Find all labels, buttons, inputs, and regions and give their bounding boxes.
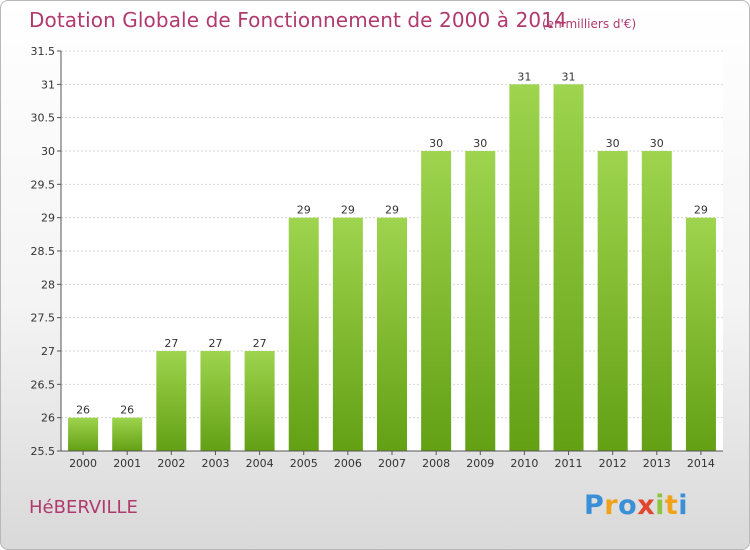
y-tick-label: 25.5 [31, 445, 56, 458]
y-tick-label: 28 [41, 278, 55, 291]
bar-2007 [377, 217, 407, 451]
x-tick-label: 2010 [510, 457, 538, 470]
chart-title: Dotation Globale de Fonctionnement de 20… [29, 8, 567, 32]
data-label: 29 [297, 204, 311, 217]
bar-2012 [597, 151, 628, 451]
bar-2010 [509, 84, 540, 451]
data-label: 30 [429, 137, 443, 150]
y-tick-label: 30 [41, 145, 55, 158]
commune-name: HéBERVILLE [29, 497, 138, 518]
y-tick-label: 31 [41, 78, 55, 91]
data-label: 29 [341, 204, 355, 217]
bar-2013 [641, 151, 672, 451]
x-tick-label: 2013 [643, 457, 671, 470]
y-tick-label: 26 [41, 412, 55, 425]
bar-2011 [553, 84, 584, 451]
y-tick-label: 31.5 [31, 45, 56, 58]
data-label: 30 [650, 137, 664, 150]
x-tick-label: 2009 [466, 457, 494, 470]
data-label: 29 [694, 204, 708, 217]
data-label: 31 [562, 70, 576, 83]
y-tick-label: 27 [41, 345, 55, 358]
logo-letter: P [584, 490, 605, 521]
proxiti-logo[interactable]: Proxiti [584, 490, 688, 521]
x-tick-label: 2000 [69, 457, 97, 470]
x-tick-label: 2006 [334, 457, 362, 470]
y-tick-label: 29.5 [31, 178, 56, 191]
bar-2001 [112, 417, 143, 451]
data-label: 31 [517, 70, 531, 83]
x-tick-label: 2003 [201, 457, 229, 470]
x-tick-label: 2005 [290, 457, 318, 470]
logo-letter: i [655, 490, 665, 521]
bar-2009 [465, 151, 496, 451]
data-label: 27 [253, 337, 267, 350]
x-tick-label: 2008 [422, 457, 450, 470]
x-tick-label: 2002 [157, 457, 185, 470]
logo-letter: r [604, 490, 619, 521]
bar-2003 [200, 351, 231, 451]
y-tick-label: 26.5 [31, 378, 56, 391]
data-label: 26 [120, 404, 134, 417]
bar-2008 [421, 151, 452, 451]
data-label: 27 [164, 337, 178, 350]
bar-2014 [685, 217, 716, 451]
logo-letter: o [618, 490, 638, 521]
bar-2006 [332, 217, 363, 451]
x-tick-label: 2001 [113, 457, 141, 470]
logo-letter: t [664, 490, 679, 521]
x-tick-label: 2011 [555, 457, 583, 470]
bar-2005 [288, 217, 319, 451]
y-tick-label: 29 [41, 212, 55, 225]
x-tick-label: 2012 [599, 457, 627, 470]
x-tick-label: 2004 [246, 457, 274, 470]
bar-2000 [68, 417, 99, 451]
y-tick-label: 30.5 [31, 112, 56, 125]
bar-2002 [156, 351, 187, 451]
chart-subtitle: (en milliers d'€) [542, 17, 637, 31]
logo-letter: x [637, 490, 656, 521]
data-label: 26 [76, 404, 90, 417]
y-tick-label: 28.5 [31, 245, 56, 258]
x-tick-label: 2007 [378, 457, 406, 470]
data-label: 27 [208, 337, 222, 350]
y-tick-label: 27.5 [31, 312, 56, 325]
data-label: 30 [473, 137, 487, 150]
data-label: 30 [606, 137, 620, 150]
logo-letter: i [678, 490, 689, 521]
x-tick-label: 2014 [687, 457, 715, 470]
bar-2004 [244, 351, 275, 451]
data-label: 29 [385, 204, 399, 217]
